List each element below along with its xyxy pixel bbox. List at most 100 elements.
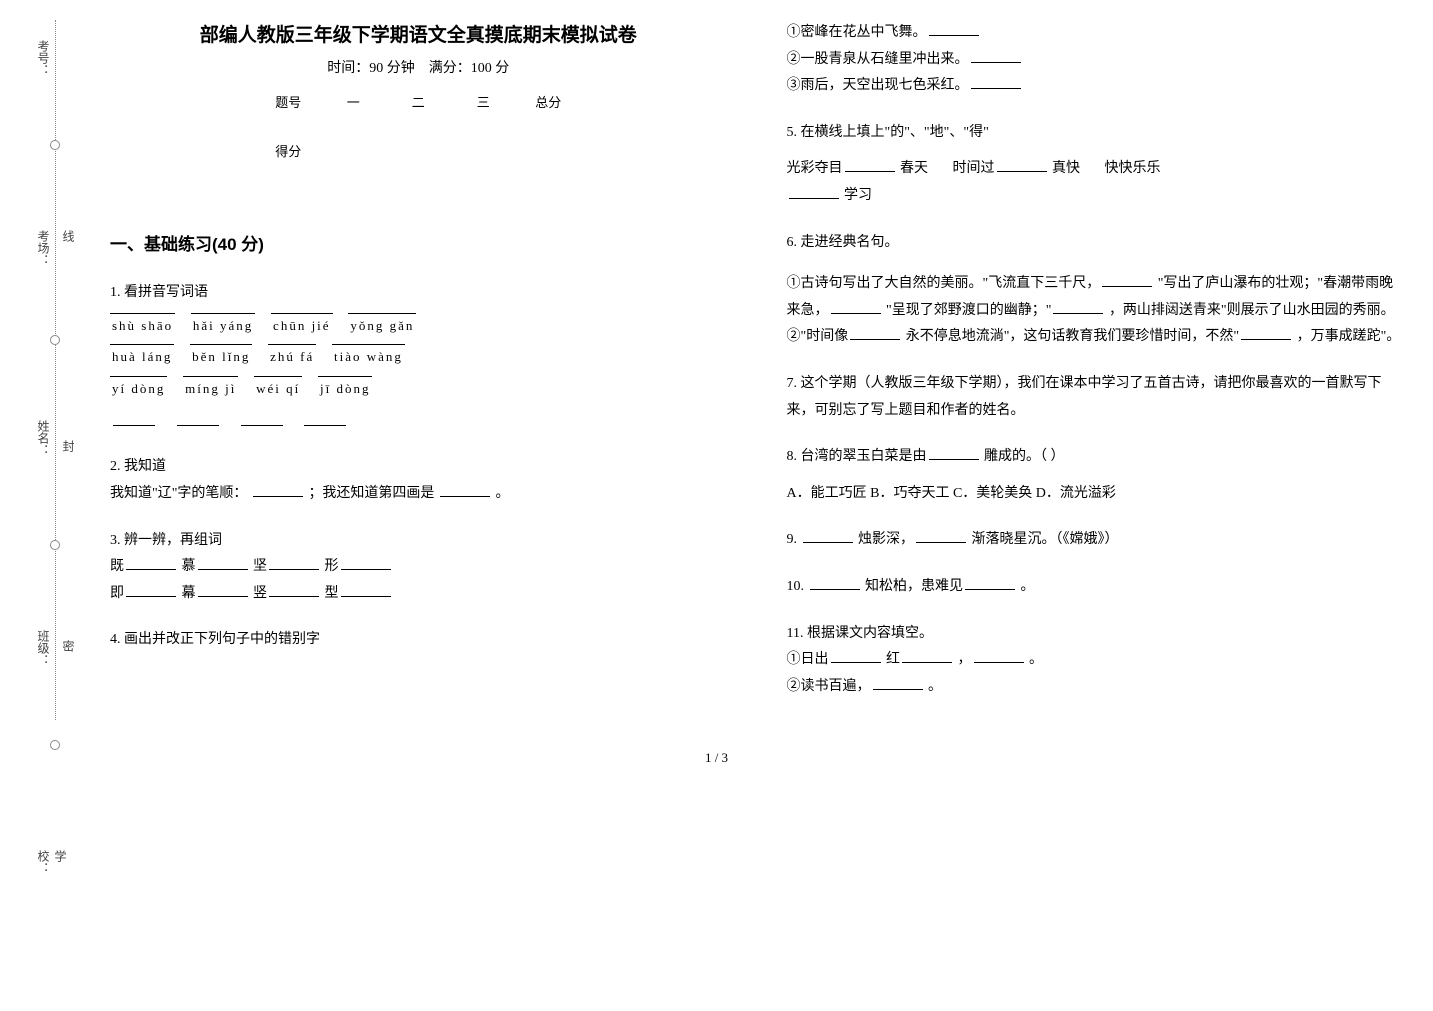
- seal-line-text: 封: [60, 440, 77, 452]
- pinyin-item: huà láng: [110, 344, 174, 370]
- q5-text: 快快乐乐: [1105, 161, 1161, 176]
- q4-line: ③雨后，天空出现七色采红。: [787, 73, 1404, 100]
- question-4: 4. 画出并改正下列句子中的错别字: [110, 627, 727, 654]
- seal-line-text: 密: [60, 640, 77, 652]
- answer-blank[interactable]: [126, 583, 176, 597]
- answer-blank[interactable]: [269, 583, 319, 597]
- main-content: 部编人教版三年级下学期语文全真摸底期末模拟试卷 时间：90 分钟 满分：100 …: [110, 20, 1403, 720]
- answer-blank[interactable]: [126, 556, 176, 570]
- answer-blank[interactable]: [198, 583, 248, 597]
- answer-blank[interactable]: [971, 49, 1021, 63]
- q10-text: 。: [1021, 579, 1035, 594]
- binding-label: 学校：: [35, 850, 69, 874]
- q11-text: ②读书百遍，: [787, 679, 871, 694]
- answer-blank[interactable]: [929, 446, 979, 460]
- q2-line: 我知道"辽"字的笔顺： ；我还知道第四画是 。: [110, 481, 727, 508]
- exam-subtitle: 时间：90 分钟 满分：100 分: [110, 57, 727, 77]
- q8-stem: 8. 台湾的翠玉白菜是由 雕成的。（ ）: [787, 444, 1404, 471]
- binding-label: 姓名：: [35, 420, 52, 456]
- binding-label: 考号：: [35, 40, 52, 76]
- answer-blank[interactable]: [341, 583, 391, 597]
- answer-blank[interactable]: [974, 649, 1024, 663]
- q5-text: 真快: [1052, 161, 1080, 176]
- pinyin-item: yí dòng: [110, 376, 167, 402]
- answer-blank[interactable]: [1102, 273, 1152, 287]
- pinyin-item: běn lǐng: [190, 344, 252, 370]
- q9-text: 渐落晓星沉。（《嫦娥》）: [972, 532, 1119, 547]
- answer-blank[interactable]: [916, 529, 966, 543]
- pinyin-item: zhú fá: [268, 344, 316, 370]
- q4-line: ①密峰在花丛中飞舞。: [787, 20, 1404, 47]
- answer-blank[interactable]: [1241, 326, 1291, 340]
- q11-text: 。: [1029, 652, 1043, 667]
- score-col: 二: [403, 92, 433, 111]
- question-4-continued: ①密峰在花丛中飞舞。 ②一股青泉从石缝里冲出来。 ③雨后，天空出现七色采红。: [787, 20, 1404, 100]
- answer-blank[interactable]: [831, 649, 881, 663]
- answer-blank[interactable]: [253, 483, 303, 497]
- score-value-row: 得分: [273, 141, 563, 160]
- answer-blank[interactable]: [965, 576, 1015, 590]
- pinyin-row: huà láng běn lǐng zhú fá tiào wàng: [110, 344, 727, 370]
- answer-blank[interactable]: [177, 408, 219, 426]
- answer-blank[interactable]: [873, 676, 923, 690]
- q11-text: 。: [928, 679, 942, 694]
- question-2: 2. 我知道 我知道"辽"字的笔顺： ；我还知道第四画是 。: [110, 454, 727, 507]
- q4-text: ③雨后，天空出现七色采红。: [787, 78, 969, 93]
- q6-text: ①古诗句写出了大自然的美丽。"飞流直下三千尺，: [787, 276, 1101, 291]
- q11-stem: 11. 根据课文内容填空。: [787, 621, 1404, 648]
- right-column: ①密峰在花丛中飞舞。 ②一股青泉从石缝里冲出来。 ③雨后，天空出现七色采红。 5…: [787, 20, 1404, 720]
- q11-text: ①日出: [787, 652, 829, 667]
- pinyin-row: yí dòng míng jì wéi qí jī dòng: [110, 376, 727, 402]
- answer-blank[interactable]: [304, 408, 346, 426]
- q6-text: ，两山排闼送青来"则展示了山水田园的秀丽。: [1109, 303, 1395, 318]
- q3-char: 型: [325, 586, 339, 601]
- q6-text: 永不停息地流淌"，这句话教育我们要珍惜时间，不然": [906, 329, 1239, 344]
- question-8: 8. 台湾的翠玉白菜是由 雕成的。（ ） A．能工巧匠 B．巧夺天工 C．美轮美…: [787, 444, 1404, 507]
- answer-blank[interactable]: [929, 22, 979, 36]
- q9-text: 9.: [787, 532, 801, 547]
- page-container: 考号： 考场： 姓名： 班级： 学校： 线 封 密 部编人教版三年级下学期语文全…: [30, 20, 1403, 720]
- q3-char: 坚: [253, 559, 267, 574]
- answer-blank[interactable]: [269, 556, 319, 570]
- answer-blank[interactable]: [997, 158, 1047, 172]
- answer-blank[interactable]: [241, 408, 283, 426]
- question-1: 1. 看拼音写词语 shù shāo hǎi yáng chūn jié yǒn…: [110, 280, 727, 434]
- q4-stem: 4. 画出并改正下列句子中的错别字: [110, 627, 727, 654]
- binding-circle: [50, 540, 60, 550]
- answer-blank[interactable]: [113, 408, 155, 426]
- answer-blank[interactable]: [971, 75, 1021, 89]
- q7-stem: 7. 这个学期（人教版三年级下学期），我们在课本中学习了五首古诗，请把你最喜欢的…: [787, 371, 1404, 424]
- page-number: 1 / 3: [30, 750, 1403, 766]
- q6-stem: 6. 走进经典名句。: [787, 230, 1404, 257]
- binding-label: 考场：: [35, 230, 52, 266]
- answer-blank[interactable]: [789, 185, 839, 199]
- q6-text: ②"时间像: [787, 329, 849, 344]
- q10-text: 知松柏，患难见: [865, 579, 963, 594]
- answer-blank[interactable]: [803, 529, 853, 543]
- answer-blank[interactable]: [341, 556, 391, 570]
- score-header-row: 题号 一 二 三 总分: [273, 92, 563, 111]
- q6-text: ，万事成蹉跎"。: [1297, 329, 1401, 344]
- q8-text: 雕成的。（ ）: [984, 449, 1065, 464]
- answer-blank[interactable]: [902, 649, 952, 663]
- q2-text: 我知道"辽"字的笔顺：: [110, 486, 247, 501]
- q3-char: 幕: [182, 586, 196, 601]
- answer-blank[interactable]: [845, 158, 895, 172]
- q3-char: 慕: [182, 559, 196, 574]
- answer-blank[interactable]: [831, 300, 881, 314]
- answer-blank[interactable]: [198, 556, 248, 570]
- score-value-label: 得分: [273, 141, 303, 160]
- q8-options: A．能工巧匠 B．巧夺天工 C．美轮美奂 D．流光溢彩: [787, 481, 1404, 508]
- answer-blank[interactable]: [440, 483, 490, 497]
- binding-circle: [50, 140, 60, 150]
- answer-blank[interactable]: [1053, 300, 1103, 314]
- question-3: 3. 辨一辨，再组词 既 慕 坚 形 即 幕 竖 型: [110, 528, 727, 608]
- q3-char: 竖: [253, 586, 267, 601]
- left-column: 部编人教版三年级下学期语文全真摸底期末模拟试卷 时间：90 分钟 满分：100 …: [110, 20, 727, 720]
- answer-blank[interactable]: [810, 576, 860, 590]
- score-col: 一: [338, 92, 368, 111]
- pinyin-item: míng jì: [183, 376, 238, 402]
- answer-blank[interactable]: [850, 326, 900, 340]
- question-11: 11. 根据课文内容填空。 ①日出 红 ， 。 ②读书百遍， 。: [787, 621, 1404, 701]
- pinyin-item: hǎi yáng: [191, 313, 255, 339]
